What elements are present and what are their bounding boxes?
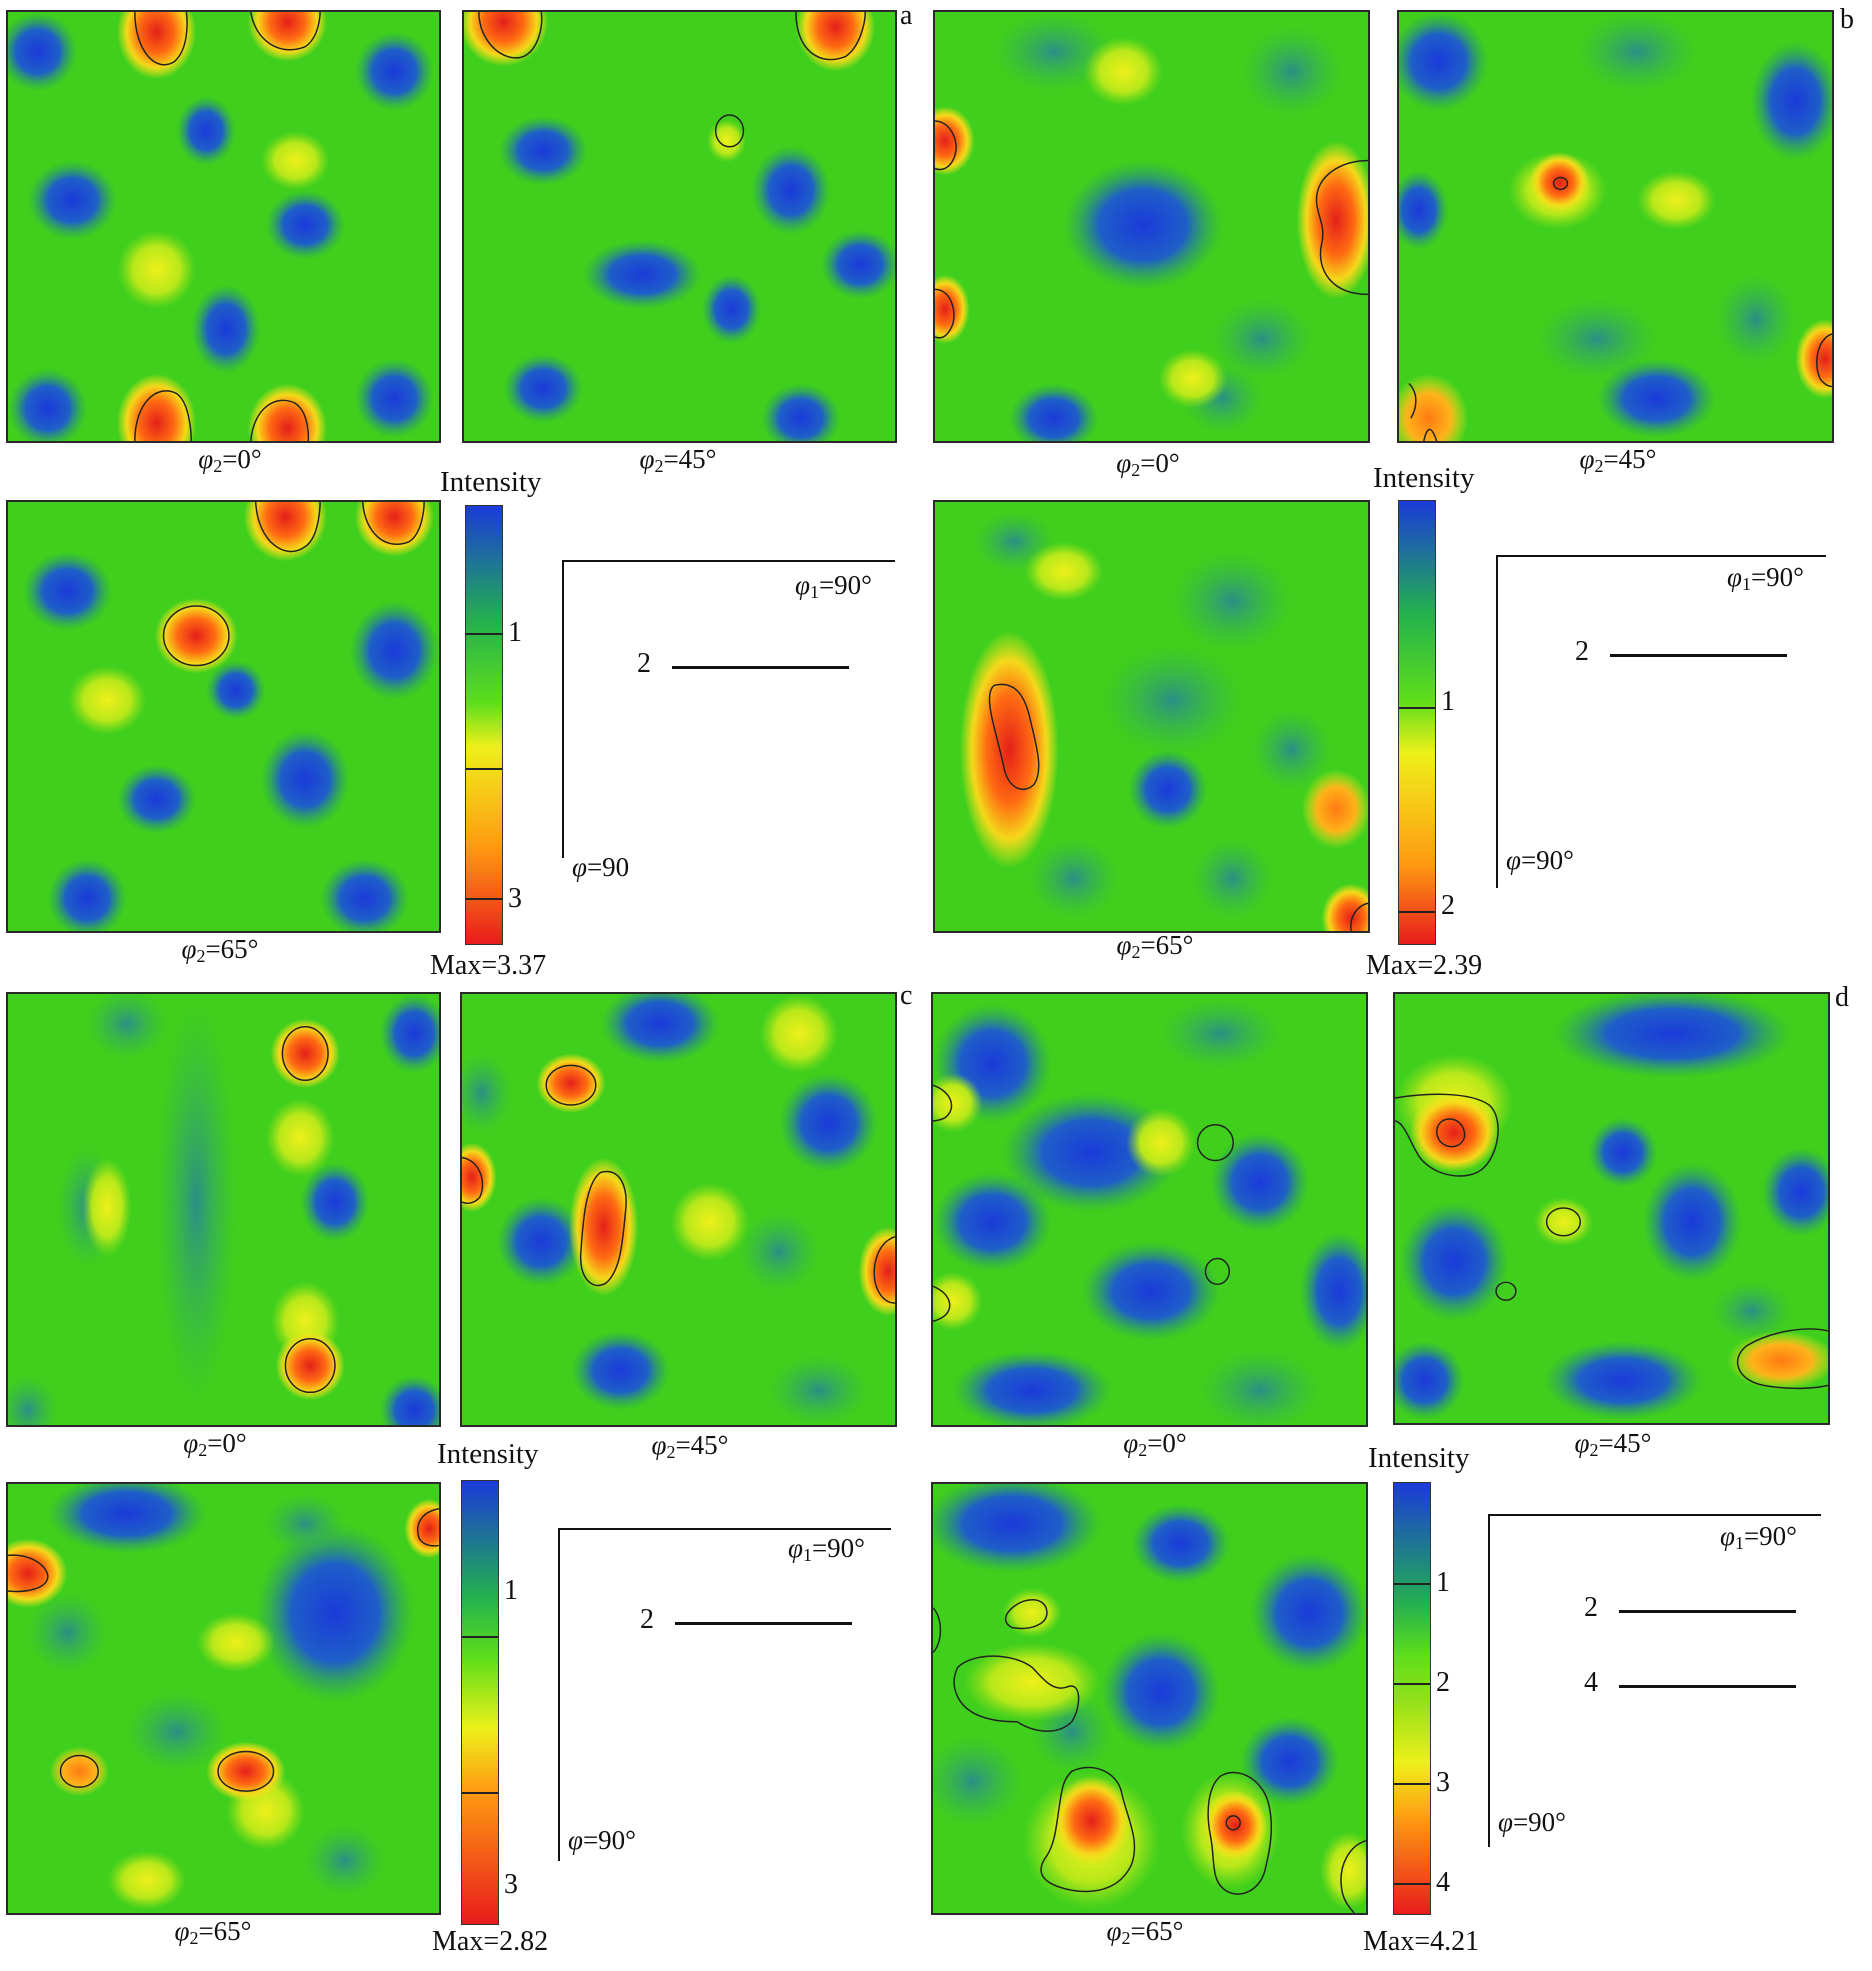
caption-a-phi2-65: φ2=65° bbox=[181, 934, 259, 966]
caption-d-phi2-45: φ2=45° bbox=[1574, 1428, 1652, 1460]
panel-letter-c: c bbox=[900, 980, 913, 1011]
colorbar-b-tick-1: 1 bbox=[1441, 686, 1455, 717]
intensity-title-c: Intensity bbox=[437, 1438, 539, 1470]
odf-map-a-phi2-65 bbox=[6, 500, 441, 933]
intensity-title-b: Intensity bbox=[1373, 462, 1475, 494]
caption-c-phi2-0: φ2=0° bbox=[183, 1428, 247, 1460]
caption-b-phi2-45: φ2=45° bbox=[1579, 444, 1657, 476]
max-label-b: Max=2.39 bbox=[1366, 950, 1483, 981]
colorbar-d-tick-3: 3 bbox=[1436, 1767, 1450, 1798]
panel-letter-d: d bbox=[1835, 982, 1849, 1013]
max-label-d: Max=4.21 bbox=[1363, 1926, 1480, 1957]
caption-c-phi2-45: φ2=45° bbox=[651, 1430, 729, 1462]
axis-label-phi1-d: φ1=90° bbox=[1720, 1521, 1797, 1553]
colorbar-c-tick-1: 1 bbox=[504, 1575, 518, 1606]
colorbar-b bbox=[1398, 500, 1436, 945]
axis-label-phi-d: φ=90° bbox=[1498, 1807, 1566, 1837]
legend-c-level-2: 2 bbox=[640, 1604, 654, 1635]
legend-a-level-2: 2 bbox=[637, 648, 651, 679]
legend-b-level-2: 2 bbox=[1575, 636, 1589, 667]
axis-phi1-b bbox=[1496, 555, 1826, 557]
max-label-a: Max=3.37 bbox=[430, 950, 547, 981]
axis-phi-c bbox=[558, 1528, 560, 1861]
panel-letter-b: b bbox=[1840, 4, 1854, 35]
max-label-c: Max=2.82 bbox=[432, 1926, 549, 1957]
axis-phi1-c bbox=[558, 1528, 891, 1530]
legend-d-level-4: 4 bbox=[1584, 1667, 1598, 1698]
odf-map-c-phi2-65 bbox=[6, 1482, 441, 1915]
axis-label-phi1-b: φ1=90° bbox=[1727, 562, 1804, 594]
odf-map-b-phi2-45 bbox=[1397, 10, 1834, 443]
caption-a-phi2-0: φ2=0° bbox=[198, 444, 262, 476]
axis-label-phi-b: φ=90° bbox=[1506, 845, 1574, 875]
axis-phi-b bbox=[1496, 555, 1498, 888]
axis-label-phi-c: φ=90° bbox=[568, 1825, 636, 1855]
panel-letter-a: a bbox=[900, 0, 913, 31]
caption-d-phi2-0: φ2=0° bbox=[1123, 1428, 1187, 1460]
odf-map-b-phi2-0 bbox=[933, 10, 1370, 443]
colorbar-a-tick-1: 1 bbox=[508, 617, 522, 648]
legend-c-line-2 bbox=[675, 1622, 852, 1625]
colorbar-d-tick-1: 1 bbox=[1436, 1567, 1450, 1598]
colorbar-a-tick-3: 3 bbox=[508, 883, 522, 914]
odf-map-c-phi2-45 bbox=[460, 992, 897, 1427]
axis-label-phi1-c: φ1=90° bbox=[788, 1533, 865, 1565]
caption-a-phi2-45: φ2=45° bbox=[639, 444, 717, 476]
axis-phi1-a bbox=[562, 560, 895, 562]
colorbar-c bbox=[461, 1480, 499, 1925]
odf-map-b-phi2-65 bbox=[933, 500, 1370, 933]
caption-b-phi2-65: φ2=65° bbox=[1116, 930, 1194, 962]
axis-phi1-d bbox=[1488, 1514, 1821, 1516]
colorbar-a bbox=[465, 505, 503, 945]
legend-d-line-2 bbox=[1619, 1610, 1796, 1613]
caption-b-phi2-0: φ2=0° bbox=[1116, 448, 1180, 480]
axis-phi-a bbox=[562, 560, 564, 858]
axis-phi-d bbox=[1488, 1514, 1490, 1847]
caption-d-phi2-65: φ2=65° bbox=[1106, 1916, 1184, 1948]
odf-map-c-phi2-0 bbox=[6, 992, 441, 1427]
colorbar-d bbox=[1393, 1482, 1431, 1915]
caption-c-phi2-65: φ2=65° bbox=[174, 1916, 252, 1948]
colorbar-b-tick-2: 2 bbox=[1441, 890, 1455, 921]
axis-label-phi-a: φ=90 bbox=[572, 852, 630, 882]
legend-a-line-2 bbox=[672, 666, 849, 669]
legend-d-line-4 bbox=[1619, 1685, 1796, 1688]
axis-label-phi1-a: φ1=90° bbox=[795, 570, 872, 602]
odf-map-a-phi2-45 bbox=[462, 10, 897, 443]
odf-map-d-phi2-0 bbox=[931, 992, 1368, 1427]
odf-map-d-phi2-45 bbox=[1393, 992, 1830, 1425]
intensity-title-a: Intensity bbox=[440, 466, 542, 498]
colorbar-d-tick-4: 4 bbox=[1436, 1867, 1450, 1898]
odf-map-d-phi2-65 bbox=[931, 1482, 1368, 1915]
colorbar-d-tick-2: 2 bbox=[1436, 1667, 1450, 1698]
legend-b-line-2 bbox=[1610, 654, 1787, 657]
legend-d-level-2: 2 bbox=[1584, 1592, 1598, 1623]
colorbar-c-tick-3: 3 bbox=[504, 1869, 518, 1900]
intensity-title-d: Intensity bbox=[1368, 1442, 1470, 1474]
odf-map-a-phi2-0 bbox=[6, 10, 441, 443]
